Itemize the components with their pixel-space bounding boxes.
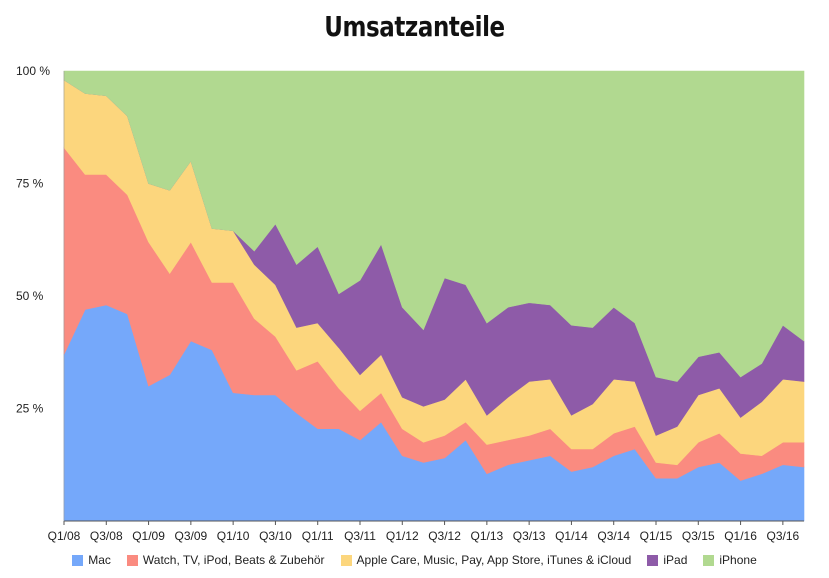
legend-swatch <box>340 554 352 566</box>
y-tick-label: 50 % <box>16 289 44 303</box>
y-tick-label: 75 % <box>16 177 44 191</box>
axes-layer: 25 % 50 % 75 % 100 % Q1/08 Q3/08 Q1/09 Q3/09 Q1/… <box>16 64 804 543</box>
legend-swatch <box>126 554 138 566</box>
x-tick-label: Q1/13 <box>471 529 504 543</box>
x-tick-label: Q1/09 <box>132 529 165 543</box>
x-tick-label: Q3/09 <box>175 529 208 543</box>
x-tick-label: Q1/12 <box>386 529 419 543</box>
legend-item-ipad: iPad <box>647 553 687 567</box>
legend-label: Watch, TV, iPod, Beats & Zubehör <box>142 553 325 567</box>
legend-item-watch-tv-ipod-beats-zubeh-r: Watch, TV, iPod, Beats & Zubehör <box>126 553 325 567</box>
x-tick-label: Q3/12 <box>428 529 461 543</box>
x-tick-label: Q1/15 <box>640 529 673 543</box>
x-tick-label: Q3/16 <box>767 529 800 543</box>
legend-label: iPhone <box>719 553 757 567</box>
x-tick-label: Q1/11 <box>302 529 334 543</box>
legend-swatch <box>703 554 715 566</box>
x-tick-label: Q1/10 <box>217 529 250 543</box>
legend-item-mac: Mac <box>72 553 111 567</box>
x-tick-label: Q3/14 <box>597 529 630 543</box>
x-tick-label: Q1/16 <box>724 529 757 543</box>
legend-item-apple-care-music-pay-app-store-itunes-icloud: Apple Care, Music, Pay, App Store, iTune… <box>340 553 632 567</box>
x-tick-label: Q3/11 <box>344 529 376 543</box>
x-tick-label: Q3/08 <box>90 529 123 543</box>
area-layer <box>63 70 805 522</box>
x-tick-label: Q3/15 <box>682 529 715 543</box>
area-iphone <box>63 70 805 382</box>
legend-label: Apple Care, Music, Pay, App Store, iTune… <box>356 553 632 567</box>
chart-title: Umsatzanteile <box>324 10 505 43</box>
legend-label: Mac <box>88 553 111 567</box>
x-tick-label: Q3/10 <box>259 529 292 543</box>
legend: Mac Watch, TV, iPod, Beats & Zubehör Apple… <box>0 553 829 567</box>
legend-swatch <box>647 554 659 566</box>
legend-item-iphone: iPhone <box>703 553 757 567</box>
x-tick-label: Q3/13 <box>513 529 546 543</box>
y-tick-label: 25 % <box>16 402 44 416</box>
x-tick-label: Q1/14 <box>555 529 588 543</box>
y-tick-label: 100 % <box>16 64 50 78</box>
legend-label: iPad <box>663 553 688 567</box>
x-tick-label: Q1/08 <box>48 529 81 543</box>
legend-swatch <box>72 554 84 566</box>
